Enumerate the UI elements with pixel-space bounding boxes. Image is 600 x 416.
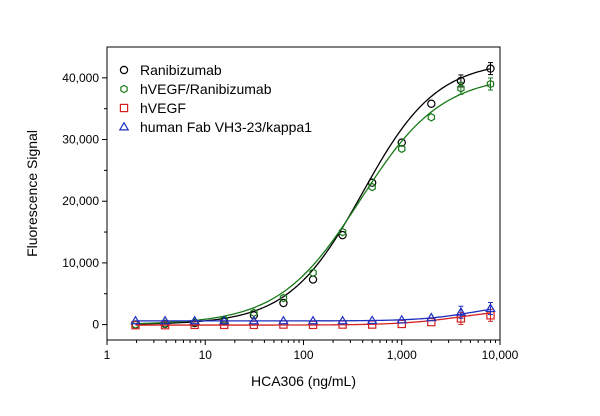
x-tick-label: 1 xyxy=(104,348,111,362)
data-point xyxy=(189,315,200,325)
series-1 xyxy=(131,77,495,329)
legend-marker xyxy=(118,121,130,131)
series-layer xyxy=(130,62,496,330)
data-point xyxy=(398,144,406,154)
legend-marker xyxy=(120,84,128,94)
fit-curve xyxy=(135,308,491,322)
data-point xyxy=(338,230,347,240)
data-point xyxy=(131,320,140,330)
y-axis-label: Fluorescence Signal xyxy=(24,130,40,257)
data-point xyxy=(248,315,260,325)
x-axis: 1 10 100 1,000 10,000 xyxy=(104,340,519,362)
x-tick-label: 10,000 xyxy=(482,348,519,362)
data-point xyxy=(397,138,406,147)
legend-item: human Fab VH3-23/kappa1 xyxy=(118,119,312,135)
series-2 xyxy=(131,308,495,330)
data-point xyxy=(279,293,288,303)
data-point xyxy=(279,298,288,308)
data-point xyxy=(366,315,378,325)
y-tick-label: 10,000 xyxy=(62,256,99,270)
legend-marker xyxy=(119,65,129,75)
series-0 xyxy=(131,62,495,329)
y-tick-label: 40,000 xyxy=(62,71,99,85)
data-point xyxy=(427,317,436,327)
data-point xyxy=(426,312,437,322)
data-point xyxy=(218,315,230,325)
data-point xyxy=(159,315,171,325)
data-point xyxy=(486,64,495,73)
y-axis: 0 10,000 20,000 30,000 40,000 xyxy=(62,71,107,332)
x-axis-label: HCA306 (ng/mL) xyxy=(251,373,356,389)
x-tick-label: 100 xyxy=(293,348,313,362)
data-point xyxy=(368,182,376,192)
legend-label: hVEGF xyxy=(140,100,186,116)
data-point xyxy=(309,268,317,278)
legend-marker xyxy=(119,103,129,113)
legend-label: hVEGF/Ranibizumab xyxy=(140,81,272,97)
data-point xyxy=(130,315,141,325)
legend-label: Ranibizumab xyxy=(140,62,222,78)
data-point xyxy=(367,178,377,187)
data-point xyxy=(397,319,406,329)
data-point xyxy=(427,99,436,108)
data-point xyxy=(338,227,347,237)
data-point xyxy=(455,306,467,316)
x-tick-label: 1,000 xyxy=(387,348,417,362)
legend-item: Ranibizumab xyxy=(119,62,222,78)
y-tick-label: 0 xyxy=(92,318,99,332)
data-point xyxy=(278,315,289,325)
series-3 xyxy=(130,302,496,325)
data-point xyxy=(457,84,465,93)
x-tick-label: 10 xyxy=(199,348,213,362)
data-point xyxy=(337,315,348,325)
data-point xyxy=(427,113,436,122)
data-point xyxy=(485,303,496,313)
y-tick-label: 20,000 xyxy=(62,194,99,208)
data-point xyxy=(307,315,319,325)
legend-item: hVEGF xyxy=(119,100,186,116)
data-point xyxy=(249,311,259,320)
data-point xyxy=(486,79,495,89)
legend-label: human Fab VH3-23/kappa1 xyxy=(140,119,312,135)
y-tick-label: 30,000 xyxy=(62,133,99,147)
data-point xyxy=(160,320,170,330)
data-point xyxy=(396,314,408,324)
legend: Ranibizumab hVEGF/Ranibizumab hVEGF human F… xyxy=(118,62,312,135)
legend-item: hVEGF/Ranibizumab xyxy=(120,81,272,97)
